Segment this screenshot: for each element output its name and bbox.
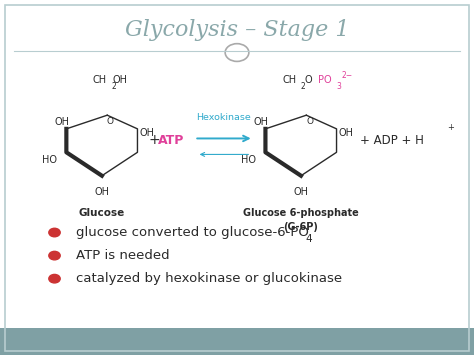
Text: O: O bbox=[306, 117, 313, 126]
Text: Hexokinase: Hexokinase bbox=[196, 113, 251, 122]
Text: glucose converted to glucose-6-PO: glucose converted to glucose-6-PO bbox=[76, 226, 309, 239]
Text: OH: OH bbox=[338, 128, 354, 138]
Text: OH: OH bbox=[112, 75, 128, 85]
Text: +: + bbox=[447, 123, 455, 132]
Circle shape bbox=[49, 274, 60, 283]
Text: ATP is needed: ATP is needed bbox=[76, 249, 170, 262]
Text: OH: OH bbox=[94, 187, 109, 197]
Text: 4: 4 bbox=[305, 234, 312, 244]
Text: CH: CH bbox=[282, 75, 296, 85]
Text: 2: 2 bbox=[111, 82, 116, 91]
Circle shape bbox=[49, 251, 60, 260]
Text: HO: HO bbox=[42, 155, 57, 165]
Bar bbox=[0, 328, 474, 355]
Text: OH: OH bbox=[293, 187, 309, 197]
Text: OH: OH bbox=[253, 118, 268, 127]
Text: Glucose 6-phosphate: Glucose 6-phosphate bbox=[243, 208, 359, 218]
Text: +: + bbox=[148, 133, 160, 147]
Text: CH: CH bbox=[92, 75, 107, 85]
Text: Glucose: Glucose bbox=[79, 208, 125, 218]
Text: catalyzed by hexokinase or glucokinase: catalyzed by hexokinase or glucokinase bbox=[76, 272, 342, 285]
Text: + ADP + H: + ADP + H bbox=[360, 134, 424, 147]
Text: 2−: 2− bbox=[342, 71, 353, 80]
Text: 3: 3 bbox=[337, 82, 341, 91]
Text: 2: 2 bbox=[301, 82, 306, 91]
Text: OH: OH bbox=[139, 128, 155, 138]
Circle shape bbox=[49, 228, 60, 237]
Text: OH: OH bbox=[54, 118, 69, 127]
Text: Glycolysis – Stage 1: Glycolysis – Stage 1 bbox=[125, 19, 349, 41]
Text: ATP: ATP bbox=[157, 134, 184, 147]
Text: PO: PO bbox=[318, 75, 331, 85]
Text: O: O bbox=[305, 75, 312, 85]
Text: (G-6P): (G-6P) bbox=[283, 222, 319, 232]
Text: HO: HO bbox=[241, 155, 256, 165]
Text: O: O bbox=[107, 117, 114, 126]
